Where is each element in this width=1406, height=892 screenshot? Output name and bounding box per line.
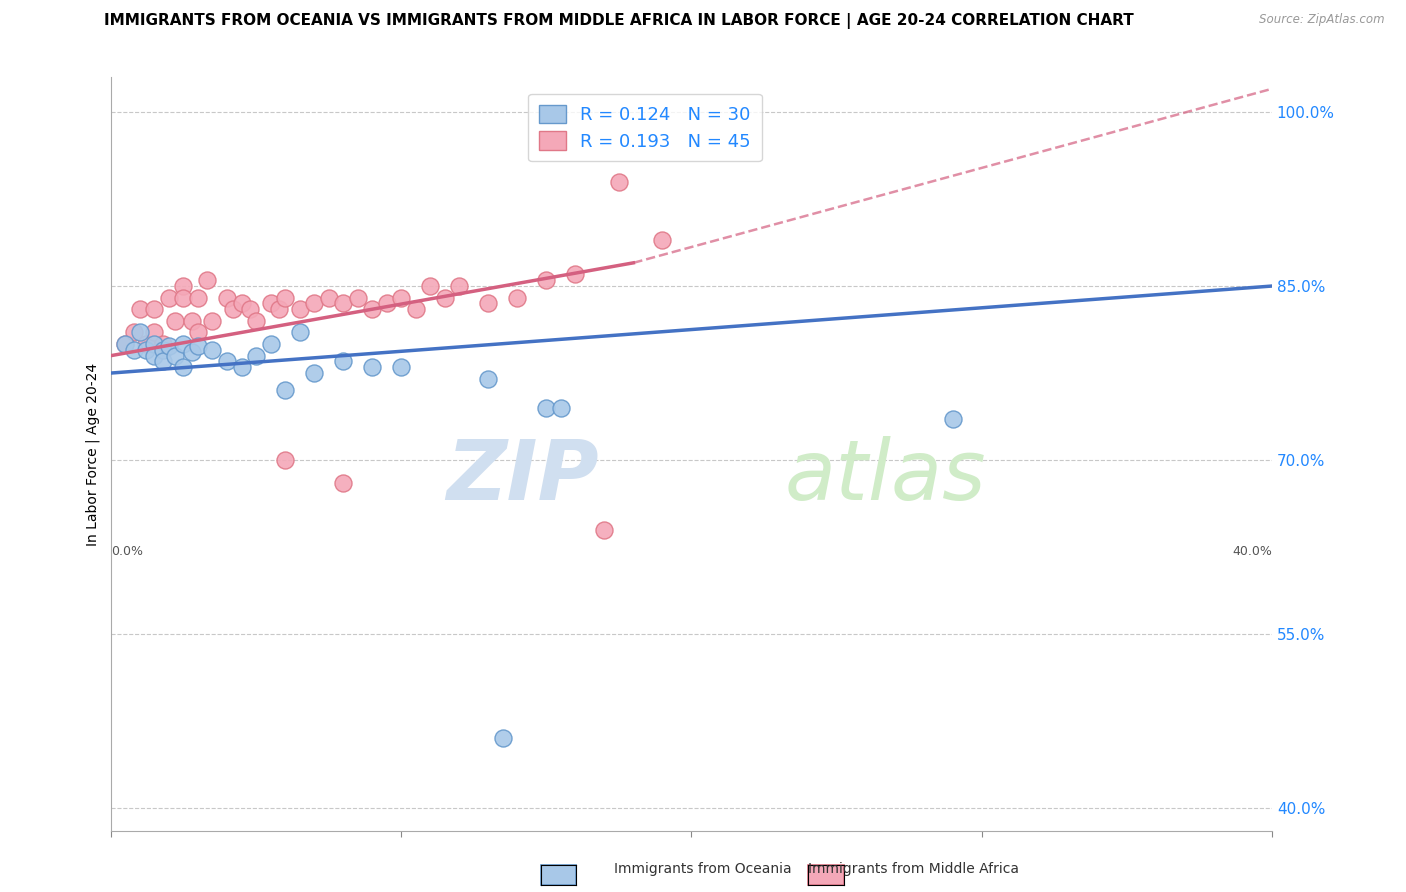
- Point: [492, 731, 515, 746]
- Point: [215, 291, 238, 305]
- Point: [405, 302, 427, 317]
- Point: [143, 349, 166, 363]
- Point: [152, 354, 174, 368]
- Point: [361, 302, 384, 317]
- Point: [274, 291, 297, 305]
- Point: [389, 360, 412, 375]
- Point: [114, 337, 136, 351]
- Text: IMMIGRANTS FROM OCEANIA VS IMMIGRANTS FROM MIDDLE AFRICA IN LABOR FORCE | AGE 20: IMMIGRANTS FROM OCEANIA VS IMMIGRANTS FR…: [104, 13, 1133, 29]
- Point: [477, 296, 499, 310]
- Point: [288, 302, 311, 317]
- Point: [195, 273, 218, 287]
- Legend: R = 0.124   N = 30, R = 0.193   N = 45: R = 0.124 N = 30, R = 0.193 N = 45: [529, 94, 762, 161]
- Point: [346, 291, 368, 305]
- Point: [375, 296, 398, 310]
- Point: [157, 291, 180, 305]
- Point: [163, 314, 186, 328]
- Point: [245, 349, 267, 363]
- Point: [129, 302, 152, 317]
- Point: [152, 337, 174, 351]
- Point: [332, 354, 354, 368]
- Point: [181, 345, 204, 359]
- Point: [942, 412, 965, 426]
- Point: [129, 326, 152, 340]
- Point: [593, 523, 616, 537]
- Point: [187, 291, 209, 305]
- Point: [222, 302, 245, 317]
- Point: [231, 296, 253, 310]
- Text: 40.0%: 40.0%: [1232, 545, 1272, 558]
- Text: Source: ZipAtlas.com: Source: ZipAtlas.com: [1260, 13, 1385, 27]
- Point: [389, 291, 412, 305]
- Point: [651, 233, 673, 247]
- Point: [231, 360, 253, 375]
- Point: [302, 366, 325, 380]
- Point: [274, 453, 297, 467]
- Point: [239, 302, 262, 317]
- Text: Immigrants from Middle Africa: Immigrants from Middle Africa: [808, 862, 1019, 876]
- Point: [215, 354, 238, 368]
- Point: [245, 314, 267, 328]
- Text: Immigrants from Oceania: Immigrants from Oceania: [614, 862, 792, 876]
- Point: [187, 326, 209, 340]
- Point: [143, 302, 166, 317]
- Point: [122, 343, 145, 357]
- Y-axis label: In Labor Force | Age 20-24: In Labor Force | Age 20-24: [86, 363, 100, 546]
- Point: [419, 279, 441, 293]
- Point: [433, 291, 456, 305]
- Point: [172, 360, 194, 375]
- Point: [477, 372, 499, 386]
- Point: [302, 296, 325, 310]
- Point: [318, 291, 340, 305]
- Point: [143, 337, 166, 351]
- Point: [259, 337, 281, 351]
- Point: [135, 337, 157, 351]
- Point: [332, 296, 354, 310]
- Point: [332, 476, 354, 491]
- Point: [114, 337, 136, 351]
- Text: ZIP: ZIP: [446, 436, 599, 517]
- Point: [172, 337, 194, 351]
- Point: [564, 268, 586, 282]
- Point: [288, 326, 311, 340]
- Point: [201, 343, 224, 357]
- Point: [259, 296, 281, 310]
- Point: [506, 291, 529, 305]
- Point: [172, 291, 194, 305]
- Point: [172, 279, 194, 293]
- Point: [274, 384, 297, 398]
- Point: [361, 360, 384, 375]
- Point: [536, 273, 558, 287]
- Point: [536, 401, 558, 415]
- Point: [152, 343, 174, 357]
- Point: [550, 401, 572, 415]
- Point: [607, 175, 630, 189]
- Point: [201, 314, 224, 328]
- Text: 0.0%: 0.0%: [111, 545, 143, 558]
- Point: [143, 326, 166, 340]
- Point: [269, 302, 291, 317]
- Point: [135, 343, 157, 357]
- Text: atlas: atlas: [785, 436, 986, 517]
- Point: [187, 339, 209, 353]
- Point: [181, 314, 204, 328]
- Point: [449, 279, 471, 293]
- Point: [163, 349, 186, 363]
- Point: [122, 326, 145, 340]
- Point: [157, 339, 180, 353]
